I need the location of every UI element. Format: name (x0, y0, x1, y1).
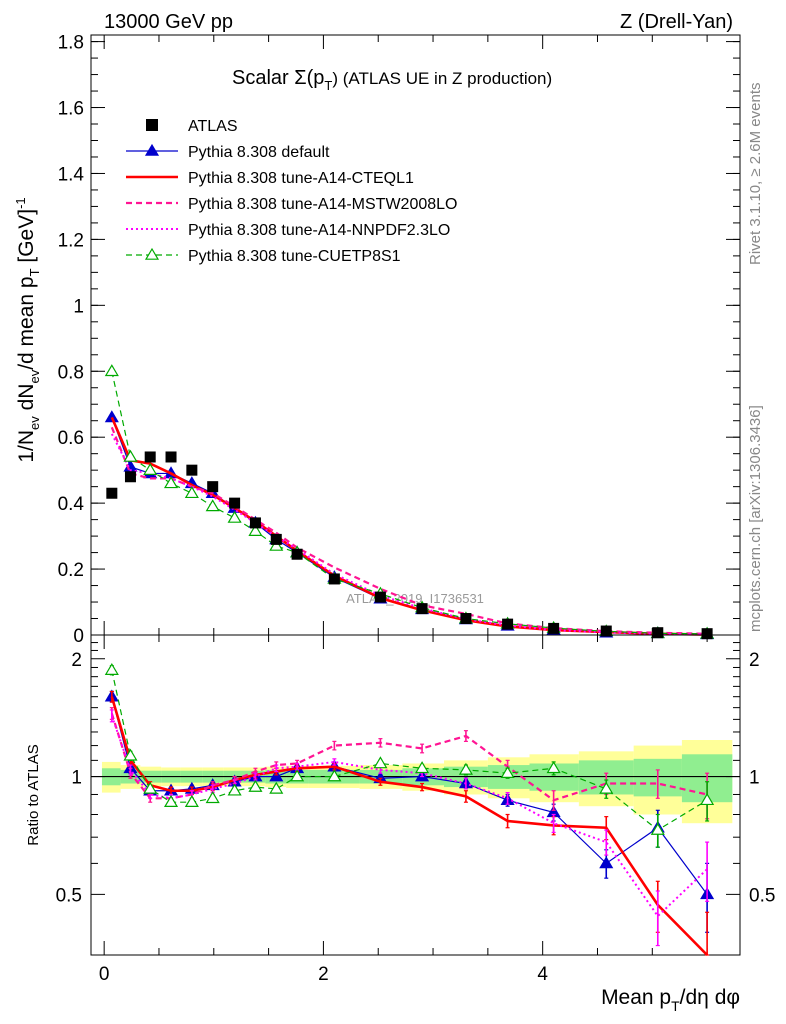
x-tick-label: 0 (99, 964, 110, 985)
main-panel: 0 0.2 0.4 0.6 0.8 1 1.2 1.4 1.6 1.8 (58, 33, 741, 647)
data-point (652, 627, 664, 639)
ratio-ylabel: Ratio to ATLAS (25, 744, 42, 845)
data-point (207, 481, 219, 493)
ratio-y-tick-label: 0.5 (56, 885, 82, 906)
data-point (460, 613, 472, 625)
data-point (374, 591, 386, 603)
main-series-marker (143, 462, 158, 475)
ratio-series-marker (599, 781, 614, 794)
legend-marker (144, 247, 160, 260)
main-series-marker (269, 538, 284, 551)
ratio-frame (90, 634, 741, 956)
rivet-label: Rivet 3.1.10, ≥ 2.6M events (747, 83, 764, 266)
ratio-series-marker (248, 779, 263, 792)
main-y-tick-label: 0.4 (58, 494, 85, 515)
ratio-series-marker (458, 762, 473, 775)
main-series-marker (104, 410, 119, 423)
data-point (144, 451, 156, 463)
ratio-series-marker (599, 856, 614, 869)
ratio-series-marker (415, 761, 430, 774)
ratio-series-marker (205, 791, 220, 804)
ratio-series-marker (227, 783, 242, 796)
legend-marker-atlas (146, 119, 158, 131)
data-point (600, 625, 612, 637)
ratio-series-marker (184, 795, 199, 808)
ratio-series-line (110, 696, 709, 956)
main-y-tick-label: 1.6 (58, 99, 84, 120)
main-y-tick-label: 1.2 (58, 230, 84, 251)
mcplots-label: mcplots.cern.ch [arXiv:1306.3436] (747, 405, 764, 632)
legend-label: Pythia 8.308 tune-CUETP8S1 (188, 248, 401, 265)
ratio-y-tick-label: 2 (71, 650, 82, 671)
data-point (701, 628, 713, 640)
main-y-tick-label: 0.2 (58, 560, 84, 581)
x-tick-label: 4 (537, 964, 548, 985)
data-point (165, 451, 177, 463)
ratio-series-marker (269, 769, 284, 782)
chart-title: Scalar Σ(pT) (ATLAS UE in Z production) (232, 67, 552, 93)
data-point (186, 464, 198, 476)
main-ylabel: 1/Nev dNev/d mean pT [GeV]-1 (13, 197, 42, 462)
ratio-series-marker (650, 822, 665, 835)
legend-label: Pythia 8.308 tune-A14-CTEQL1 (188, 170, 414, 187)
main-series-marker (123, 449, 138, 462)
main-y-tick-label: 1.8 (58, 33, 84, 54)
main-series-marker (227, 510, 242, 523)
legend: ATLAS Pythia 8.308 default Pythia 8.308 tu… (126, 118, 457, 265)
legend-label: Pythia 8.308 default (188, 144, 330, 161)
ratio-series-marker (546, 761, 561, 774)
ratio-panel: 0.5 0.5 1 1 2 2 0 2 4 (56, 634, 775, 985)
main-series-marker (104, 364, 119, 377)
legend-label: Pythia 8.308 tune-A14-MSTW2008LO (188, 196, 457, 213)
ratio-series-marker (327, 769, 342, 782)
data-point (328, 573, 340, 585)
header-right: Z (Drell-Yan) (620, 11, 733, 33)
main-y-tick-label: 0.6 (58, 428, 84, 449)
data-point (106, 487, 118, 499)
data-point (249, 517, 261, 529)
analysis-watermark: ATLAS_2019_I1736531 (346, 591, 484, 606)
main-y-tick-label: 0 (73, 626, 84, 647)
x-axis-label: Mean pT/dη dφ (601, 986, 740, 1014)
data-point (270, 533, 282, 545)
data-point (416, 603, 428, 615)
main-y-tick-label: 1.4 (58, 164, 85, 185)
ratio-series-marker (269, 781, 284, 794)
header-left: 13000 GeV pp (104, 11, 233, 33)
legend-label: Pythia 8.308 tune-A14-NNPDF2.3LO (188, 222, 450, 239)
ratio-series-marker (500, 766, 515, 779)
data-point (548, 622, 560, 634)
ratio-y-tick-label-right: 1 (749, 768, 760, 789)
ratio-series-marker (143, 781, 158, 794)
data-point (502, 618, 514, 630)
ratio-y-tick-label-right: 2 (749, 650, 760, 671)
main-series-marker (248, 523, 263, 536)
main-y-tick-label: 0.8 (58, 362, 84, 383)
data-point (124, 471, 136, 483)
main-series-marker (184, 486, 199, 499)
main-series-marker (163, 476, 179, 489)
main-y-tick-label: 1 (73, 296, 84, 317)
ratio-series-marker (290, 769, 305, 782)
ratio-series-marker (123, 748, 138, 761)
ratio-series-marker (163, 795, 179, 808)
legend-label-atlas: ATLAS (188, 118, 238, 135)
main-series-marker (205, 499, 220, 512)
ratio-y-tick-label: 1 (71, 768, 82, 789)
ratio-series-marker (700, 793, 715, 806)
ratio-series-marker (373, 756, 388, 769)
data-point (291, 548, 303, 560)
x-tick-label: 2 (318, 964, 329, 985)
data-point (229, 497, 241, 509)
ratio-y-tick-label-right: 0.5 (749, 885, 775, 906)
legend-marker (144, 143, 160, 156)
ratio-series-marker (104, 662, 119, 675)
